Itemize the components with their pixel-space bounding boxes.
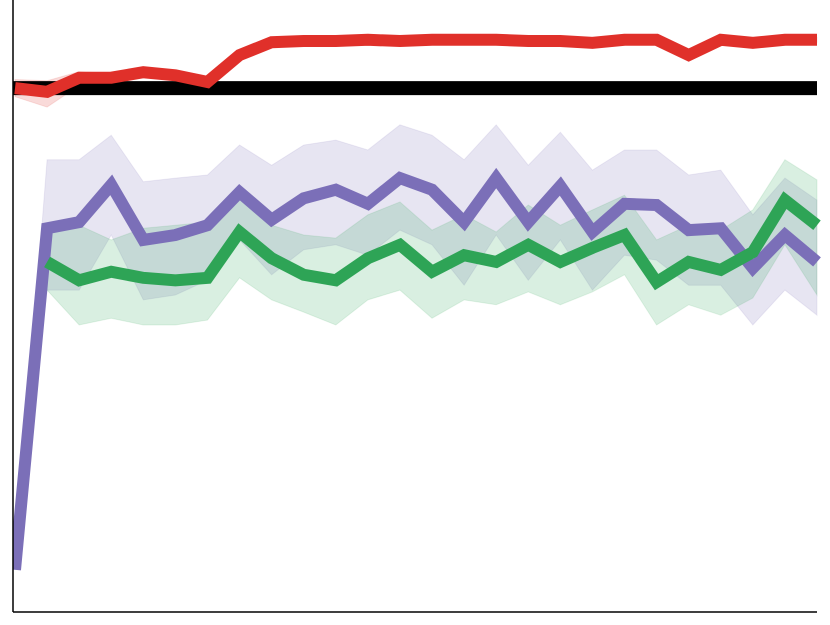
lines [13,33,821,571]
band [14,124,818,570]
series-line [14,33,817,98]
bands [14,36,818,570]
series-line [13,167,821,571]
series-line [44,191,821,291]
